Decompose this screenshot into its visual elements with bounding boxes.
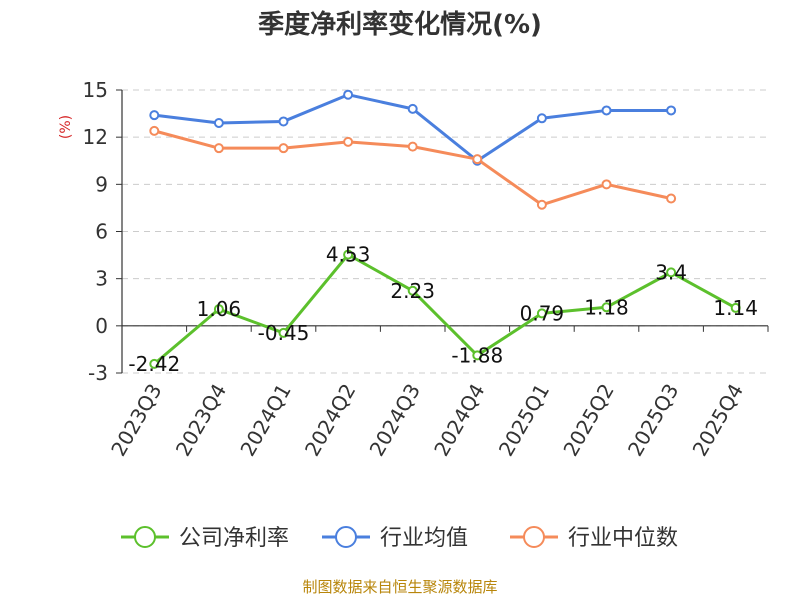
y-axis-label: (%)	[58, 115, 74, 139]
data-point	[278, 143, 289, 154]
legend-item: 行业均值	[322, 526, 468, 551]
data-label: -2.42	[128, 352, 180, 376]
x-tick-label: 2023Q4	[171, 380, 231, 461]
data-point	[149, 358, 160, 369]
data-label: 1.06	[197, 297, 242, 321]
data-point	[278, 327, 289, 338]
data-point	[149, 125, 160, 136]
data-point	[213, 143, 224, 154]
data-point	[730, 302, 741, 313]
x-tick-label: 2023Q3	[106, 380, 166, 461]
legend-marker	[523, 526, 545, 548]
x-tick-label: 2025Q2	[558, 380, 618, 461]
series-group	[149, 89, 741, 369]
data-point	[666, 193, 677, 204]
data-point	[536, 199, 547, 210]
series-line	[153, 253, 737, 366]
data-label: -1.88	[451, 343, 503, 367]
data-point	[472, 154, 483, 165]
data-point	[666, 105, 677, 116]
legend-marker	[335, 526, 357, 548]
data-point	[472, 350, 483, 361]
data-point	[213, 118, 224, 129]
data-point	[407, 285, 418, 296]
data-labels: -2.42 1.06 -0.45 4.53 2.23 -1.88 0.79 1.18 3.4 1.…	[128, 243, 758, 376]
y-tick-label: 15	[83, 78, 108, 102]
data-point	[601, 179, 612, 190]
x-tick-label: 2024Q3	[365, 380, 425, 461]
y-tick-label: 0	[95, 314, 108, 338]
data-point	[407, 141, 418, 152]
data-point	[213, 304, 224, 315]
data-label: 1.18	[584, 295, 629, 319]
y-tick-label: 3	[95, 267, 108, 291]
data-label: 0.79	[520, 301, 565, 325]
y-tick-label: -3	[88, 361, 108, 385]
x-tick-label: 2025Q1	[494, 380, 554, 461]
y-tick-label: 9	[95, 172, 108, 196]
data-label: 1.14	[713, 296, 758, 320]
chart-title: 季度净利率变化情况(%)	[258, 9, 542, 40]
data-label: 3.4	[655, 260, 687, 284]
source-note: 制图数据来自恒生聚源数据库	[302, 578, 497, 596]
y-tick-label: 6	[95, 220, 108, 244]
data-point	[343, 249, 354, 260]
data-point	[407, 103, 418, 114]
data-point	[601, 302, 612, 313]
legend-marker	[134, 526, 156, 548]
data-label: 4.53	[326, 243, 371, 267]
x-tick-label: 2024Q1	[235, 380, 295, 461]
data-point	[601, 105, 612, 116]
data-point	[149, 110, 160, 121]
y-tick-label: 12	[83, 125, 108, 149]
data-point	[536, 113, 547, 124]
data-point	[343, 89, 354, 100]
legend-label: 公司净利率	[179, 526, 289, 551]
data-point	[343, 136, 354, 147]
legend-item: 行业中位数	[510, 526, 678, 551]
legend-item: 公司净利率	[121, 526, 289, 551]
data-label: 2.23	[390, 279, 435, 303]
x-tick-label: 2024Q2	[300, 380, 360, 461]
legend-label: 行业均值	[380, 526, 468, 551]
legend: 公司净利率 行业均值 行业中位数	[121, 526, 678, 551]
x-tick-label: 2024Q4	[429, 380, 489, 461]
x-tick-label: 2025Q3	[623, 380, 683, 461]
legend-label: 行业中位数	[568, 526, 678, 551]
data-point	[666, 267, 677, 278]
data-label: -0.45	[258, 321, 310, 345]
data-point	[278, 116, 289, 127]
data-point	[536, 308, 547, 319]
x-tick-label: 2025Q4	[688, 380, 748, 461]
